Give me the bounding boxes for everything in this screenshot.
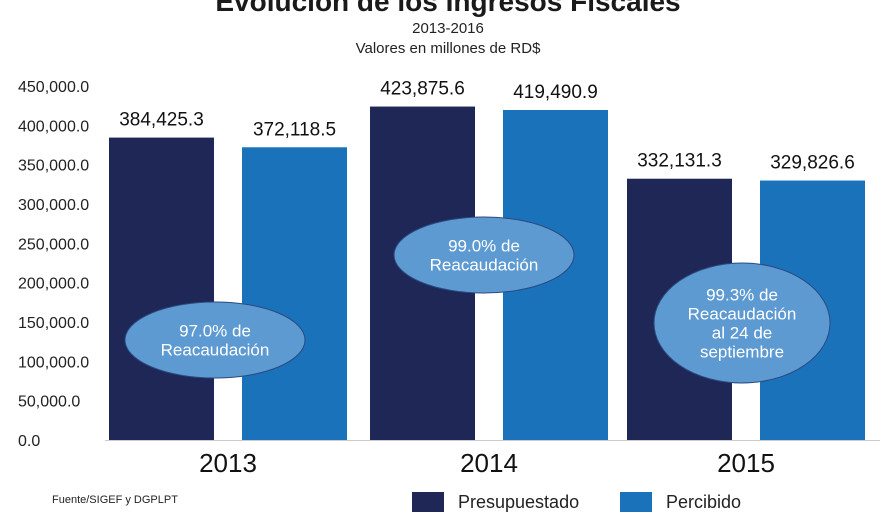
bar-percibido-2013 <box>242 147 347 440</box>
legend-label: Presupuestado <box>458 492 580 512</box>
legend-label: Percibido <box>666 492 742 512</box>
legend-item-percibido: Percibido <box>620 492 741 513</box>
y-tick-label: 0.0 <box>18 433 40 450</box>
data-label: 332,131.3 <box>637 151 722 172</box>
chart-title: Evolución de los Ingresos Fiscales <box>215 0 681 17</box>
y-tick-label: 250,000.0 <box>18 236 89 253</box>
x-tick-label: 2015 <box>717 448 775 478</box>
annotation-text: Reacaudación <box>161 341 270 360</box>
annotation-bubble <box>653 262 831 384</box>
annotation-text: 99.3% de <box>706 286 778 305</box>
chart-subtitle: 2013-2016 <box>412 20 484 37</box>
annotation-text: 97.0% de <box>179 322 251 341</box>
y-tick-label: 450,000.0 <box>18 79 89 96</box>
y-tick-label: 350,000.0 <box>18 158 89 175</box>
annotation-text: al 24 de <box>712 324 773 343</box>
y-tick-label: 100,000.0 <box>18 354 89 371</box>
y-tick-label: 150,000.0 <box>18 315 89 332</box>
legend-swatch <box>620 492 652 512</box>
annotation-text: septiembre <box>700 343 784 362</box>
bar-presupuestado-2013 <box>109 137 214 440</box>
data-label: 329,826.6 <box>770 153 855 174</box>
annotation-bubble <box>124 301 306 379</box>
y-tick-label: 50,000.0 <box>18 394 80 411</box>
annotation-text: 99.0% de <box>448 237 520 256</box>
legend-swatch <box>412 492 444 512</box>
annotation-text: Reacaudación <box>688 305 797 324</box>
annotation-text: Reacaudación <box>430 256 539 275</box>
source-note: Fuente/SIGEF y DGPLPT <box>52 494 178 506</box>
x-tick-label: 2014 <box>460 448 518 478</box>
data-label: 423,875.6 <box>380 79 465 100</box>
legend-item-presupuestado: Presupuestado <box>412 492 579 513</box>
data-label: 372,118.5 <box>253 119 336 140</box>
x-tick-label: 2013 <box>199 448 257 478</box>
y-tick-label: 300,000.0 <box>18 197 89 214</box>
chart-units: Valores en millones de RD$ <box>355 40 541 57</box>
y-tick-label: 400,000.0 <box>18 118 89 135</box>
y-tick-label: 200,000.0 <box>18 276 89 293</box>
data-label: 384,425.3 <box>119 110 204 131</box>
data-label: 419,490.9 <box>513 82 598 103</box>
annotation-bubble <box>393 216 575 294</box>
